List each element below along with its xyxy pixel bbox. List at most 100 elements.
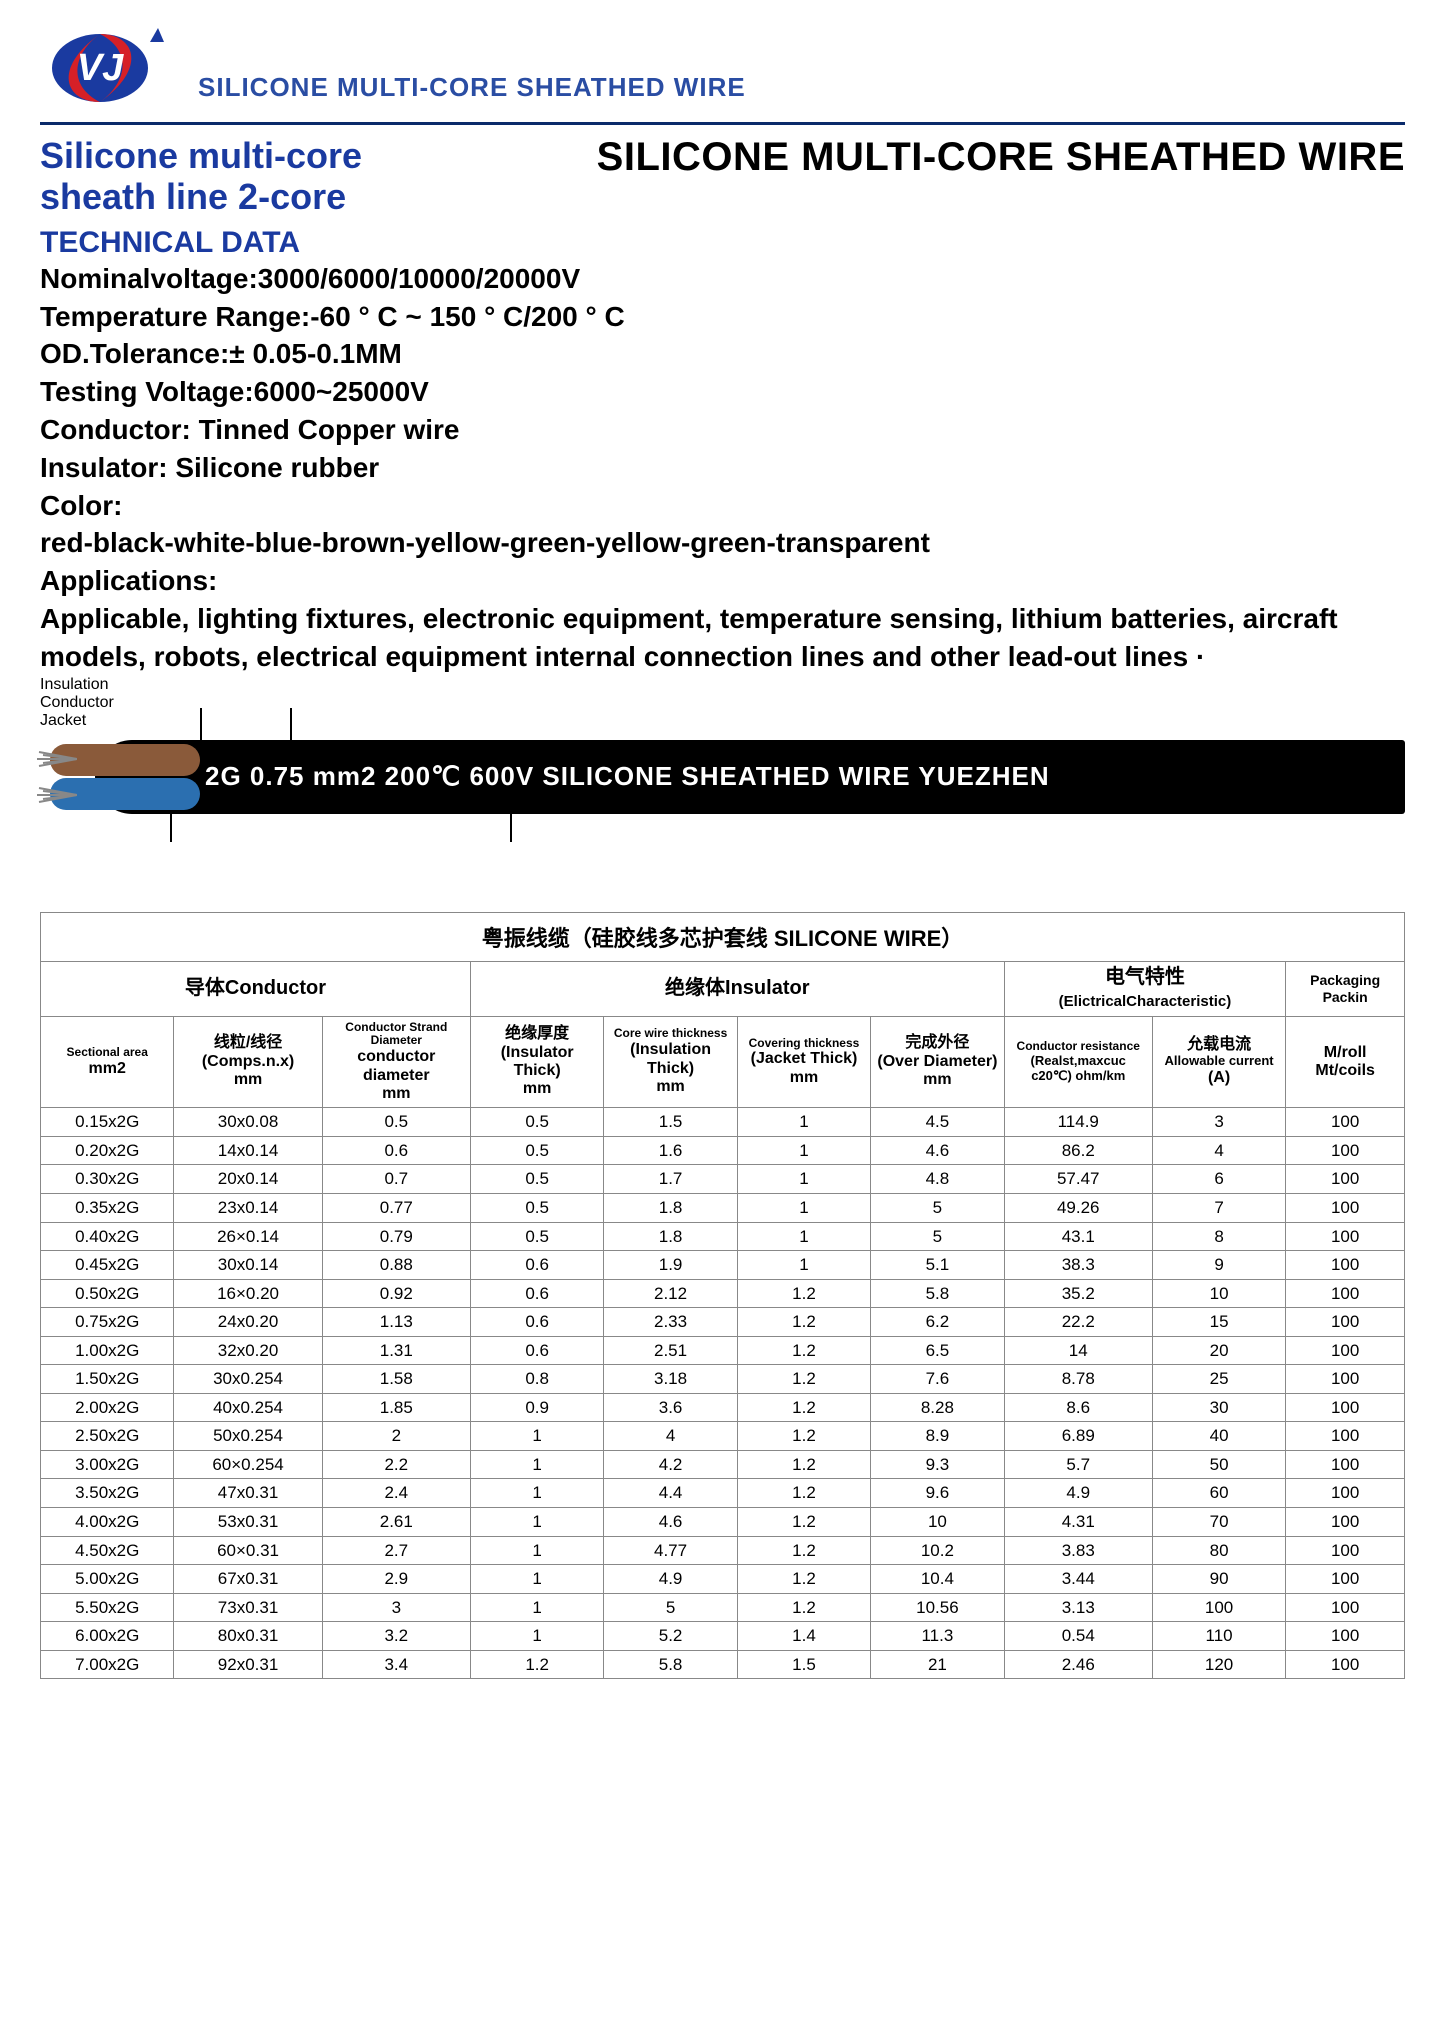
table-cell: 1.8 bbox=[604, 1222, 737, 1251]
group-header-electrical: 电气特性 (ElictricalCharacteristic) bbox=[1004, 961, 1286, 1016]
table-cell: 100 bbox=[1286, 1279, 1405, 1308]
table-cell: 2.61 bbox=[322, 1507, 470, 1536]
table-cell: 9.3 bbox=[871, 1450, 1004, 1479]
table-cell: 6.00x2G bbox=[41, 1622, 174, 1651]
table-cell: 4 bbox=[604, 1422, 737, 1451]
table-cell: 5.1 bbox=[871, 1251, 1004, 1280]
table-cell: 100 bbox=[1286, 1565, 1405, 1594]
table-cell: 1 bbox=[737, 1193, 870, 1222]
table-row: 7.00x2G92x0.313.41.25.81.5212.46120100 bbox=[41, 1650, 1405, 1679]
table-cell: 73x0.31 bbox=[174, 1593, 322, 1622]
table-cell: 100 bbox=[1286, 1336, 1405, 1365]
table-cell: 3.2 bbox=[322, 1622, 470, 1651]
table-cell: 1 bbox=[470, 1565, 603, 1594]
table-cell: 20 bbox=[1152, 1336, 1285, 1365]
table-cell: 100 bbox=[1286, 1622, 1405, 1651]
group-header-packaging: Packaging Packin bbox=[1286, 961, 1405, 1016]
table-cell: 1.7 bbox=[604, 1165, 737, 1194]
table-cell: 1.2 bbox=[737, 1536, 870, 1565]
table-cell: 3.18 bbox=[604, 1365, 737, 1394]
table-row: 0.40x2G26×0.140.790.51.81543.18100 bbox=[41, 1222, 1405, 1251]
table-cell: 57.47 bbox=[1004, 1165, 1152, 1194]
table-cell: 4.9 bbox=[1004, 1479, 1152, 1508]
table-cell: 0.8 bbox=[470, 1365, 603, 1394]
table-cell: 0.75x2G bbox=[41, 1308, 174, 1337]
table-cell: 110 bbox=[1152, 1622, 1285, 1651]
table-cell: 90 bbox=[1152, 1565, 1285, 1594]
table-cell: 2.51 bbox=[604, 1336, 737, 1365]
page-header: VJ SILICONE MULTI-CORE SHEATHED WIRE bbox=[40, 20, 1405, 125]
table-cell: 92x0.31 bbox=[174, 1650, 322, 1679]
table-cell: 1.4 bbox=[737, 1622, 870, 1651]
spec-item: Applicable, lighting fixtures, electroni… bbox=[40, 600, 1405, 676]
table-cell: 4.77 bbox=[604, 1536, 737, 1565]
table-cell: 3.50x2G bbox=[41, 1479, 174, 1508]
spec-item: Color: bbox=[40, 487, 1405, 525]
group-header-insulator: 绝缘体Insulator bbox=[470, 961, 1004, 1016]
table-cell: 40x0.254 bbox=[174, 1393, 322, 1422]
table-cell: 11.3 bbox=[871, 1622, 1004, 1651]
table-cell: 5.2 bbox=[604, 1622, 737, 1651]
table-cell: 30x0.254 bbox=[174, 1365, 322, 1394]
table-cell: 1.00x2G bbox=[41, 1336, 174, 1365]
title-left-line2: sheath line 2-core bbox=[40, 176, 346, 217]
table-row: 0.45x2G30x0.140.880.61.915.138.39100 bbox=[41, 1251, 1405, 1280]
table-row: 0.30x2G20x0.140.70.51.714.857.476100 bbox=[41, 1165, 1405, 1194]
table-cell: 86.2 bbox=[1004, 1136, 1152, 1165]
spec-item: Testing Voltage:6000~25000V bbox=[40, 373, 1405, 411]
table-cell: 1.2 bbox=[737, 1336, 870, 1365]
table-cell: 1.2 bbox=[737, 1393, 870, 1422]
table-row: 0.75x2G24x0.201.130.62.331.26.222.215100 bbox=[41, 1308, 1405, 1337]
table-row: 0.20x2G14x0.140.60.51.614.686.24100 bbox=[41, 1136, 1405, 1165]
group-header-conductor: 导体Conductor bbox=[41, 961, 471, 1016]
table-cell: 22.2 bbox=[1004, 1308, 1152, 1337]
table-cell: 1 bbox=[737, 1136, 870, 1165]
table-cell: 1.2 bbox=[737, 1365, 870, 1394]
table-cell: 10 bbox=[1152, 1279, 1285, 1308]
table-cell: 1.31 bbox=[322, 1336, 470, 1365]
table-cell: 100 bbox=[1286, 1108, 1405, 1137]
technical-data-heading: TECHNICAL DATA bbox=[40, 226, 1405, 260]
table-cell: 2 bbox=[322, 1422, 470, 1451]
table-row: 2.00x2G40x0.2541.850.93.61.28.288.630100 bbox=[41, 1393, 1405, 1422]
table-cell: 2.50x2G bbox=[41, 1422, 174, 1451]
table-cell: 0.92 bbox=[322, 1279, 470, 1308]
table-cell: 100 bbox=[1152, 1593, 1285, 1622]
table-cell: 1.6 bbox=[604, 1136, 737, 1165]
table-row: 1.00x2G32x0.201.310.62.511.26.51420100 bbox=[41, 1336, 1405, 1365]
table-cell: 3.83 bbox=[1004, 1536, 1152, 1565]
cable-jacket: 2G 0.75 mm2 200℃ 600V SILICONE SHEATHED … bbox=[95, 740, 1405, 814]
table-cell: 32x0.20 bbox=[174, 1336, 322, 1365]
product-title-left: Silicone multi-core sheath line 2-core bbox=[40, 135, 362, 218]
col-roll: M/roll Mt/coils bbox=[1286, 1016, 1405, 1108]
conductor-strand-icon bbox=[37, 750, 77, 768]
table-cell: 47x0.31 bbox=[174, 1479, 322, 1508]
table-cell: 8.9 bbox=[871, 1422, 1004, 1451]
table-cell: 8.6 bbox=[1004, 1393, 1152, 1422]
table-cell: 0.5 bbox=[470, 1136, 603, 1165]
table-cell: 14x0.14 bbox=[174, 1136, 322, 1165]
table-cell: 1 bbox=[737, 1165, 870, 1194]
col-sectional: Sectional area mm2 bbox=[41, 1016, 174, 1108]
table-cell: 7.6 bbox=[871, 1365, 1004, 1394]
table-cell: 5.50x2G bbox=[41, 1593, 174, 1622]
table-cell: 1 bbox=[470, 1422, 603, 1451]
table-cell: 100 bbox=[1286, 1479, 1405, 1508]
table-cell: 0.79 bbox=[322, 1222, 470, 1251]
table-cell: 0.7 bbox=[322, 1165, 470, 1194]
table-cell: 5 bbox=[604, 1593, 737, 1622]
technical-data-list: Nominalvoltage:3000/6000/10000/20000V Te… bbox=[40, 260, 1405, 676]
spec-item: Applications: bbox=[40, 562, 1405, 600]
table-cell: 25 bbox=[1152, 1365, 1285, 1394]
table-cell: 0.40x2G bbox=[41, 1222, 174, 1251]
table-row: 5.00x2G67x0.312.914.91.210.43.4490100 bbox=[41, 1565, 1405, 1594]
table-cell: 6.89 bbox=[1004, 1422, 1152, 1451]
table-cell: 4.8 bbox=[871, 1165, 1004, 1194]
table-cell: 50 bbox=[1152, 1450, 1285, 1479]
table-cell: 100 bbox=[1286, 1536, 1405, 1565]
table-cell: 0.6 bbox=[470, 1308, 603, 1337]
table-cell: 4.50x2G bbox=[41, 1536, 174, 1565]
table-cell: 21 bbox=[871, 1650, 1004, 1679]
table-cell: 1 bbox=[470, 1536, 603, 1565]
table-cell: 0.15x2G bbox=[41, 1108, 174, 1137]
